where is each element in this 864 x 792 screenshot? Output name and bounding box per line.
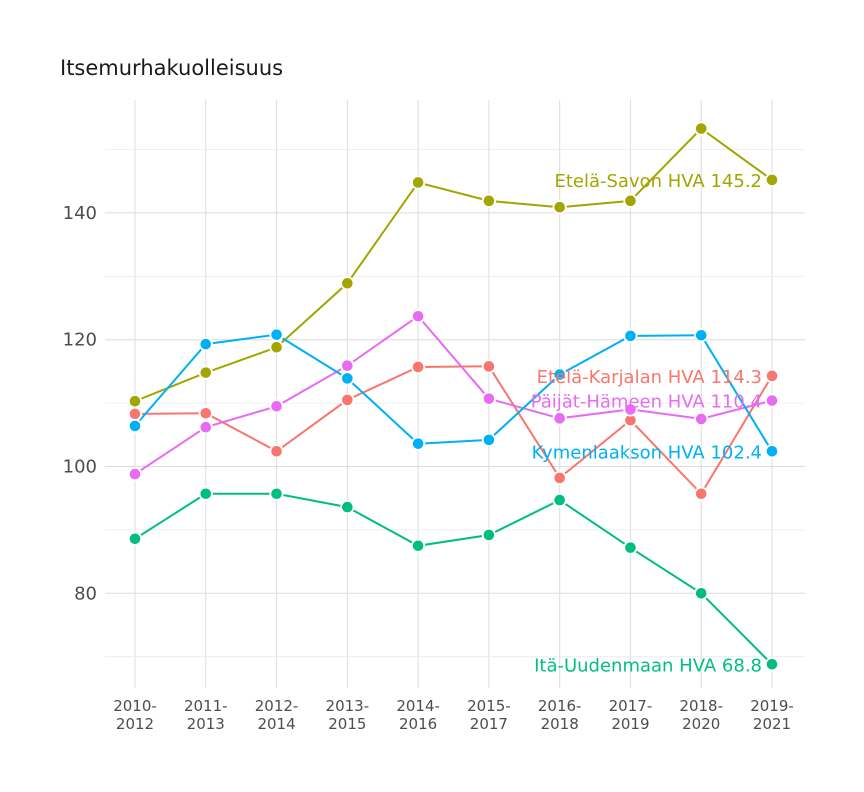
data-point-kymenlaakson-hva: [481, 432, 496, 447]
data-point-paijat-hameen-hva: [269, 399, 284, 414]
data-point-etela-karjalan-hva: [340, 392, 355, 408]
x-tick-label: 2010-2012: [113, 697, 157, 733]
x-tick-label: 2014-2016: [396, 697, 440, 733]
data-point-ita-uudenmaan-hva: [411, 538, 426, 553]
data-point-ita-uudenmaan-hva: [694, 586, 709, 601]
y-axis: 80 100 120 140: [63, 203, 97, 604]
series-line-etela-savon-hva: [134, 127, 773, 403]
x-tick-label: 2015-2017: [467, 697, 511, 733]
data-point-paijat-hameen-hva: [764, 393, 780, 408]
data-point-etela-savon-hva: [127, 394, 143, 409]
data-point-ita-uudenmaan-hva: [340, 499, 355, 515]
data-point-paijat-hameen-hva: [127, 467, 143, 482]
y-tick-label: 140: [63, 203, 97, 224]
data-point-kymenlaakson-hva: [694, 328, 709, 343]
y-tick-label: 80: [74, 583, 97, 604]
x-tick-label: 2012-2014: [255, 697, 299, 733]
data-point-etela-savon-hva: [764, 172, 780, 188]
data-point-paijat-hameen-hva: [552, 411, 567, 426]
x-tick-label: 2016-2018: [538, 697, 582, 733]
series-points: [127, 121, 780, 672]
data-point-etela-savon-hva: [411, 175, 426, 190]
data-point-etela-savon-hva: [198, 365, 213, 380]
data-point-paijat-hameen-hva: [198, 420, 213, 435]
data-point-kymenlaakson-hva: [552, 367, 567, 382]
series-label-ita-uudenmaan-hva: Itä-Uudenmaan HVA 68.8: [534, 655, 762, 676]
data-point-ita-uudenmaan-hva: [552, 493, 567, 508]
series-label-etela-karjalan-hva: Etelä-Karjalan HVA 114.3: [537, 367, 762, 388]
series-label-paijat-hameen-hva: Päijät-Hämeen HVA 110.4: [531, 392, 762, 413]
data-point-etela-karjalan-hva: [552, 470, 567, 486]
x-tick-label: 2011-2013: [184, 697, 228, 733]
data-point-etela-savon-hva: [269, 340, 284, 355]
y-tick-label: 120: [63, 330, 97, 351]
data-point-ita-uudenmaan-hva: [481, 527, 496, 543]
chart-title: Itsemurhakuolleisuus: [60, 56, 284, 80]
data-point-etela-savon-hva: [481, 193, 496, 208]
data-point-etela-savon-hva: [552, 200, 567, 215]
x-tick-label: 2019-2021: [750, 697, 794, 733]
data-point-etela-savon-hva: [340, 276, 355, 291]
x-tick-label: 2018-2020: [679, 697, 723, 733]
data-point-kymenlaakson-hva: [269, 327, 284, 342]
series-lines: [134, 127, 773, 666]
data-point-etela-karjalan-hva: [411, 359, 426, 375]
series-line-paijat-hameen-hva: [134, 314, 773, 475]
data-point-ita-uudenmaan-hva: [127, 531, 143, 546]
data-point-kymenlaakson-hva: [764, 444, 780, 459]
data-point-etela-karjalan-hva: [694, 486, 709, 501]
data-point-kymenlaakson-hva: [127, 418, 143, 434]
series-line-etela-karjalan-hva: [134, 365, 773, 496]
series-line-ita-uudenmaan-hva: [134, 492, 773, 666]
series-labels: Etelä-Savon HVA 145.2 Etelä-Karjalan HVA …: [531, 171, 762, 676]
data-point-kymenlaakson-hva: [623, 328, 638, 343]
data-point-paijat-hameen-hva: [481, 391, 496, 406]
data-point-etela-savon-hva: [623, 193, 638, 208]
data-point-paijat-hameen-hva: [623, 402, 638, 417]
data-point-etela-karjalan-hva: [269, 444, 284, 459]
data-point-etela-karjalan-hva: [127, 406, 143, 421]
data-point-ita-uudenmaan-hva: [269, 486, 284, 501]
series-line-kymenlaakson-hva: [134, 333, 773, 452]
x-tick-label: 2017-2019: [609, 697, 653, 733]
y-tick-label: 100: [63, 457, 97, 478]
x-axis: 2010-2012 2011-2013 2012-2014 2013-2015 2014…: [113, 697, 794, 733]
series-label-etela-savon-hva: Etelä-Savon HVA 145.2: [554, 171, 762, 192]
data-point-ita-uudenmaan-hva: [764, 657, 780, 672]
data-point-paijat-hameen-hva: [411, 309, 426, 324]
data-point-kymenlaakson-hva: [340, 371, 355, 386]
data-point-paijat-hameen-hva: [694, 411, 709, 427]
data-point-paijat-hameen-hva: [340, 358, 355, 373]
data-point-kymenlaakson-hva: [411, 436, 426, 451]
data-point-etela-karjalan-hva: [764, 368, 780, 383]
series-label-kymenlaakson-hva: Kymenlaakson HVA 102.4: [532, 442, 762, 463]
data-point-kymenlaakson-hva: [198, 337, 213, 352]
data-point-etela-karjalan-hva: [481, 359, 496, 374]
data-point-etela-karjalan-hva: [198, 406, 213, 421]
data-point-ita-uudenmaan-hva: [623, 540, 638, 555]
x-tick-label: 2013-2015: [326, 697, 370, 733]
data-point-ita-uudenmaan-hva: [198, 486, 213, 501]
data-point-etela-savon-hva: [694, 121, 709, 136]
